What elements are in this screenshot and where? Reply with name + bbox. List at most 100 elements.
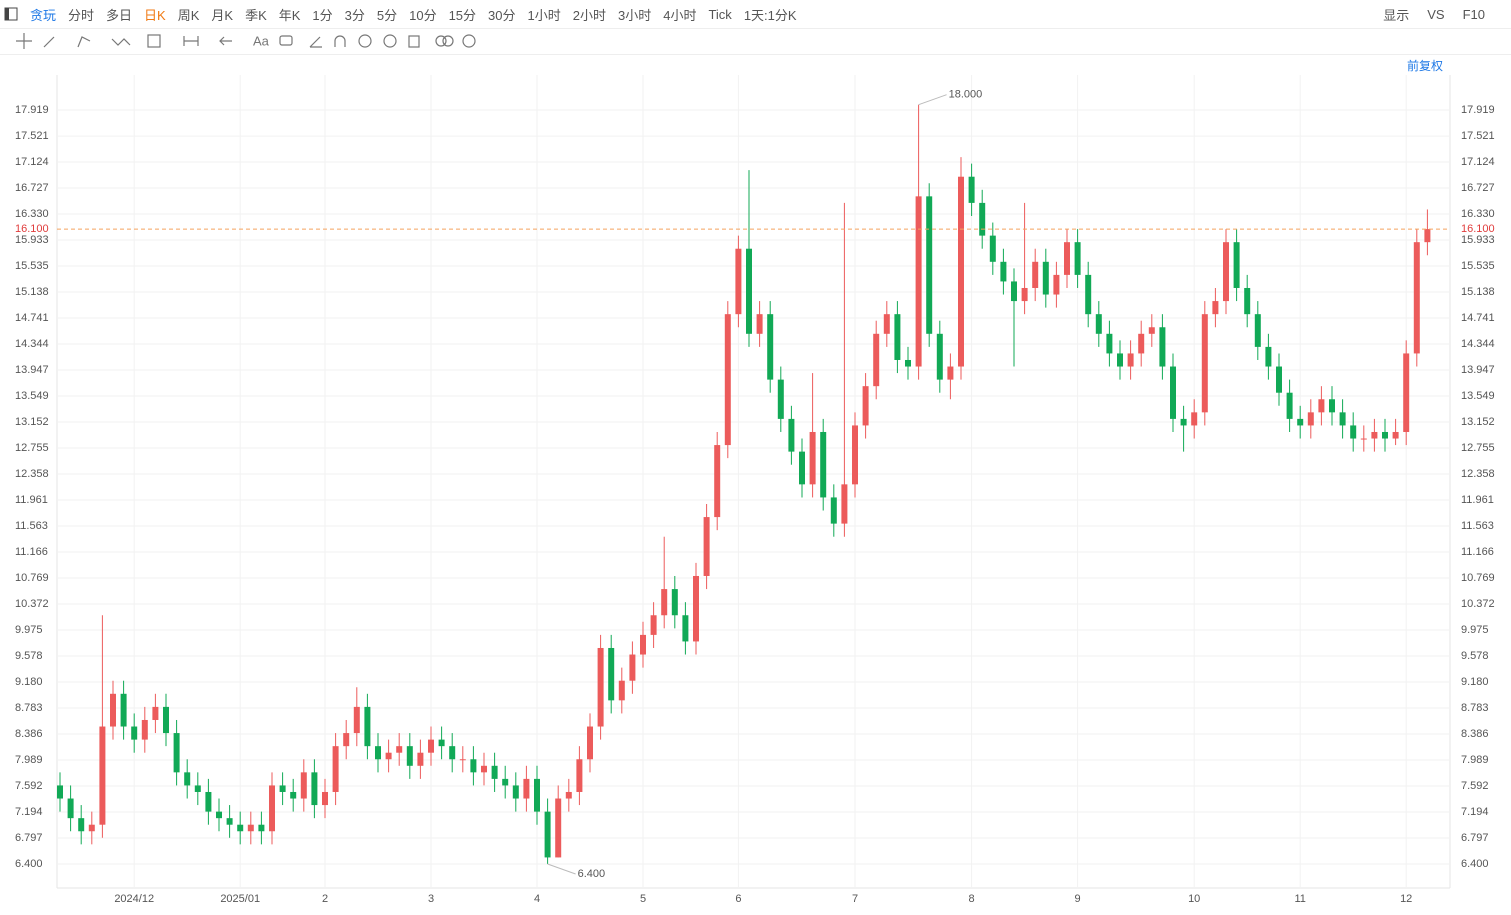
measure-tool[interactable] [147,34,161,48]
candle-body [830,497,837,524]
candle-body [852,425,858,485]
period-tab[interactable]: 周K [177,7,200,23]
period-tab[interactable]: 4小时 [663,7,697,23]
period-tab[interactable]: 贪玩 [30,7,57,23]
candle-body [767,314,774,380]
candle-body [1233,242,1240,288]
y-tick-label: 9.180 [1461,676,1489,688]
period-tab[interactable]: 日K [144,7,166,23]
period-tab[interactable]: 月K [211,7,234,23]
candle-body [1021,287,1028,302]
y-tick-label: 15.138 [1461,286,1495,298]
candle-body [523,778,530,799]
candle-body [1085,274,1092,315]
period-tab[interactable]: 1分 [312,7,333,23]
y-tick-label: 17.919 [15,104,49,116]
period-tab[interactable]: 多日 [106,7,133,23]
y-tick-label: 16.330 [15,208,49,220]
lock-tool[interactable] [358,34,372,48]
toolbar-button[interactable]: 显示 [1383,7,1410,23]
period-tab[interactable]: 1小时 [527,7,561,23]
y-tick-label: 15.138 [15,286,49,298]
period-tab[interactable]: 季K [245,7,267,23]
period-tab[interactable]: 30分 [488,7,516,23]
range-tool[interactable] [183,36,199,46]
candle-body [1413,242,1420,354]
candle-body [300,772,307,799]
candle-body [873,333,880,387]
candle-body [947,366,954,380]
period-tab[interactable]: 年K [278,7,301,23]
channel-tool[interactable] [77,36,91,48]
delete-tool[interactable] [408,35,420,48]
candle-body [1000,261,1007,282]
candle-body [375,746,381,760]
candle-body [343,733,350,747]
candle-body [1106,333,1113,354]
magnet-tool[interactable] [334,35,346,47]
period-tab[interactable]: 2小时 [572,7,606,23]
x-tick-label: 2 [322,893,328,905]
text-tool[interactable]: Aa [253,33,270,48]
y-tick-label: 17.919 [1461,104,1495,116]
toolbar-button[interactable]: VS [1427,6,1445,22]
link-tool[interactable] [435,35,447,47]
note-tool[interactable] [279,35,293,46]
y-tick-label: 16.727 [15,182,49,194]
period-tab[interactable]: 5分 [376,7,398,23]
y-tick-label: 12.755 [1461,442,1495,454]
candle-body [576,759,583,792]
toolbar-button[interactable]: F10 [1462,6,1485,22]
y-tick-label: 13.152 [1461,416,1495,428]
candle-body [544,811,551,858]
candle-body [1011,281,1017,302]
period-tab[interactable]: 3小时 [617,7,652,23]
period-tab[interactable]: 3分 [344,7,365,23]
candle-body [1095,314,1102,334]
candle-body [788,418,795,452]
candle-body [862,386,869,426]
candle-body [353,706,360,734]
move-tool[interactable] [16,33,32,49]
candle-body [1339,412,1346,426]
y-tick-label: 9.975 [1461,624,1489,636]
x-tick-label: 2024/12 [114,893,154,905]
candle-body [184,772,191,786]
period-tab[interactable]: 10分 [409,7,437,23]
y-tick-label: 14.344 [15,338,49,350]
candle-body [989,235,996,262]
candle-body [926,196,933,334]
wave-tool[interactable] [111,38,131,46]
period-tab[interactable]: 分时 [68,7,95,23]
settings-tool[interactable] [462,34,476,48]
candle-body [671,589,678,616]
y-tick-label: 7.194 [15,806,43,818]
candle-body [1424,229,1431,243]
period-tab[interactable]: 1天:1分K [743,7,797,23]
panel-icon[interactable] [4,7,18,21]
candle-body [152,706,159,720]
candle-body [894,314,901,360]
eye-tool[interactable] [383,34,397,48]
angle-tool[interactable] [309,36,322,48]
y-tick-label: 9.578 [1461,650,1489,662]
candle-body [1138,333,1145,354]
candle-body [459,759,466,761]
period-tab[interactable]: Tick [708,6,732,22]
y-tick-label: 10.769 [1461,572,1495,584]
adjust-button[interactable]: 前复权 [1407,58,1443,73]
period-tab[interactable]: 15分 [448,7,477,23]
candle-body [1254,314,1261,347]
candle-body [1382,431,1388,439]
candle-body [1350,425,1357,439]
y-tick-label: 9.975 [15,624,43,636]
y-tick-label: 15.933 [1461,234,1495,246]
candle-body [905,359,911,367]
candle-body [396,746,403,753]
y-tick-label: 8.386 [1461,728,1489,740]
candle-body [1074,242,1081,275]
candle-body [799,451,805,485]
line-tool[interactable] [43,36,55,48]
arrow-tool[interactable] [219,36,232,46]
y-tick-label: 12.755 [15,442,49,454]
